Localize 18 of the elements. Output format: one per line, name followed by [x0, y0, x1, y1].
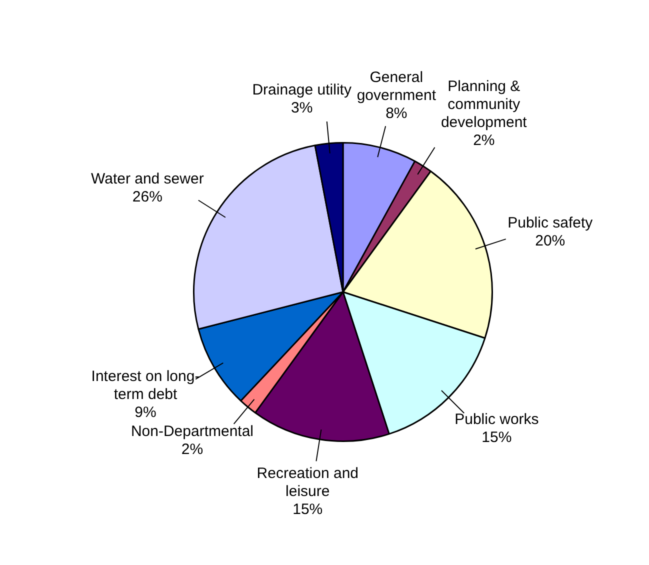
slice-label: Drainage utility — [252, 82, 352, 99]
slice-label: Public works — [454, 410, 539, 428]
data-label: 8% — [386, 105, 408, 122]
slice-label: Recreation and leisure — [256, 464, 358, 500]
data-label: 15% — [482, 428, 512, 446]
data-label: 26% — [132, 188, 162, 206]
data-label: 15% — [292, 500, 323, 518]
data-label: 3% — [290, 100, 313, 117]
slice-label: Non-Departmental — [130, 423, 254, 440]
slice-label: Water and sewer — [90, 170, 204, 188]
slice-label: Interest on long-term debt — [91, 368, 200, 404]
slice-label: Planning & community development — [440, 78, 528, 131]
slice-label: Public safety — [508, 214, 594, 232]
data-label: 2% — [181, 441, 204, 458]
slice-label: General government — [356, 69, 437, 104]
data-label: 9% — [134, 404, 156, 422]
data-label: 20% — [535, 232, 566, 250]
data-label: 2% — [473, 132, 495, 149]
